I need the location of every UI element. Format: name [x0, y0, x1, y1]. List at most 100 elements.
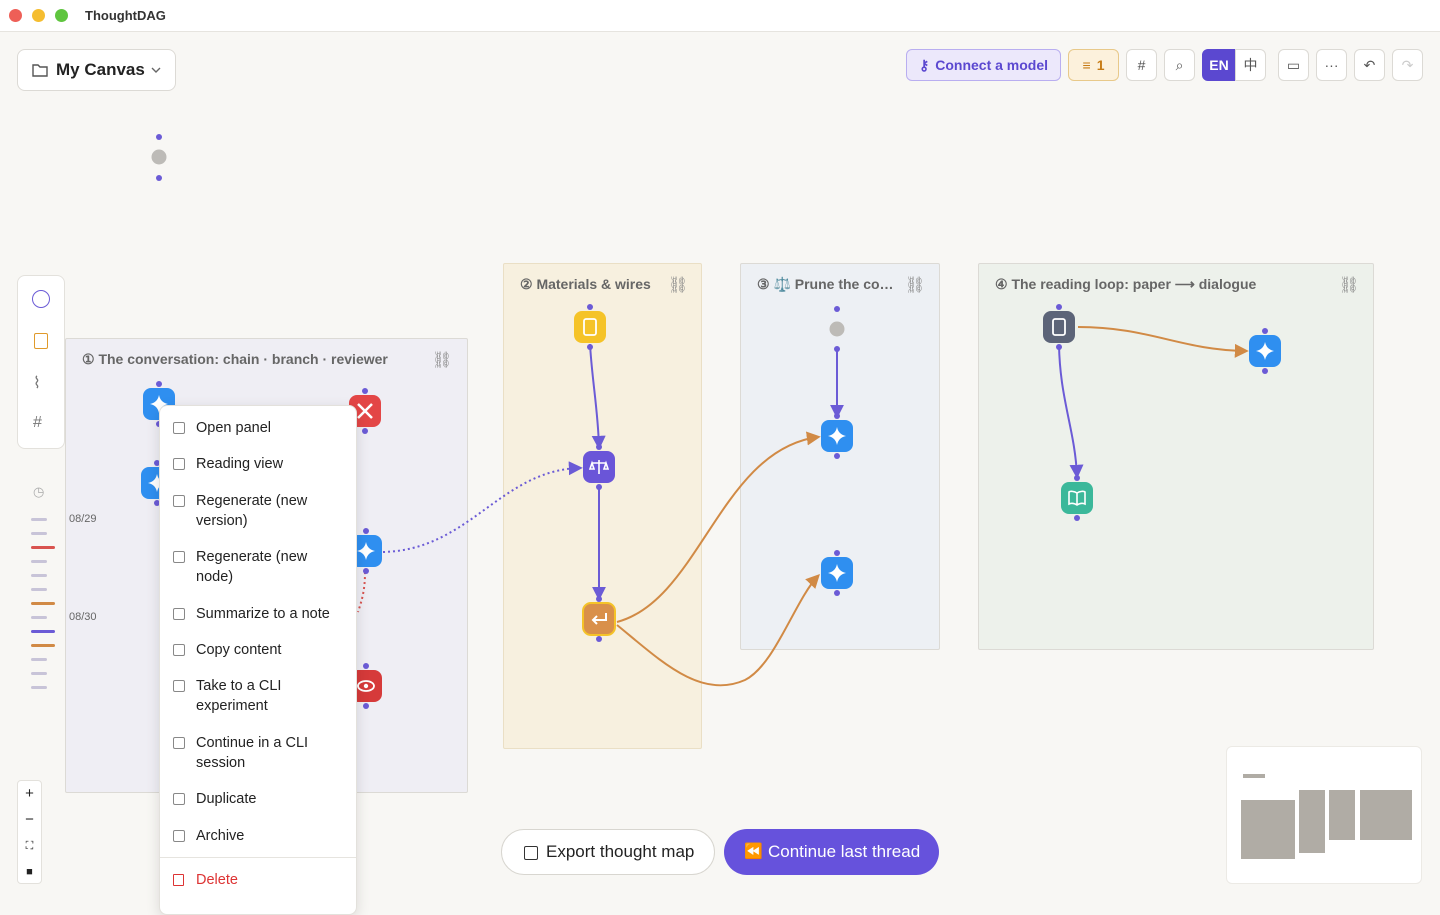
port	[156, 175, 162, 181]
sparkle-icon	[148, 474, 166, 492]
thought-node[interactable]	[1061, 475, 1093, 521]
thought-node[interactable]	[1043, 304, 1075, 350]
note-tool[interactable]	[34, 333, 48, 349]
grid-button[interactable]: #	[1126, 49, 1157, 81]
minimap-block	[1243, 774, 1265, 778]
group-title: ④ The reading loop: paper ⟶ dialogue	[995, 276, 1257, 292]
group-link[interactable]: ⛓	[668, 277, 689, 294]
port	[596, 444, 602, 450]
eye-icon	[357, 680, 375, 692]
minimize-button[interactable]	[32, 9, 45, 22]
zoom-in[interactable]: +	[25, 785, 34, 802]
timeline-mark[interactable]	[31, 644, 55, 647]
timeline-mark[interactable]	[31, 630, 55, 633]
thought-node[interactable]	[574, 304, 606, 350]
continue-label: Continue last thread	[768, 842, 921, 861]
timeline-mark[interactable]	[31, 616, 47, 619]
edge	[616, 573, 820, 687]
open-folder-button[interactable]: ▭	[1278, 49, 1309, 81]
queue-badge[interactable]: ≡ 1	[1068, 49, 1119, 81]
timeline-mark[interactable]	[31, 588, 47, 591]
frame-tool[interactable]: #	[33, 414, 42, 431]
timeline-mark[interactable]	[31, 518, 47, 521]
zoom-out[interactable]: −	[25, 811, 34, 828]
continue-icon: ⏪	[744, 843, 763, 860]
menu-item[interactable]: Summarize to a note	[196, 605, 330, 622]
side-toolbar: ⌇ #	[17, 275, 65, 449]
minimap-block	[1329, 790, 1355, 840]
menu-item[interactable]: Reading view	[196, 456, 284, 473]
lock[interactable]: ■	[26, 866, 33, 878]
timeline-mark[interactable]	[31, 686, 47, 689]
port	[363, 703, 369, 709]
menu-item[interactable]: Regenerate (new version)	[196, 492, 308, 529]
attach-tool[interactable]: ⌇	[33, 375, 41, 392]
group-link[interactable]: ⛓	[432, 352, 453, 369]
lang-en[interactable]: EN	[1202, 49, 1236, 81]
close-button[interactable]	[9, 9, 22, 22]
thought-node[interactable]	[821, 550, 853, 596]
timeline-mark[interactable]	[31, 672, 47, 675]
menu-delete[interactable]: Delete	[196, 872, 238, 888]
doc-icon	[583, 318, 597, 336]
badge-count: 1	[1096, 57, 1105, 73]
thought-node[interactable]	[583, 444, 615, 490]
menu-item[interactable]: Copy content	[196, 641, 282, 658]
thought-node[interactable]	[349, 388, 381, 434]
title-bar: ThoughtDAG	[0, 0, 1440, 32]
undo-button[interactable]: ↶	[1354, 49, 1385, 81]
menu-icon	[173, 829, 185, 842]
group-box: ② Materials & wires ⛓	[503, 263, 702, 749]
timeline-mark[interactable]	[31, 602, 55, 605]
edge	[382, 461, 583, 553]
search-button[interactable]: ⌕	[1164, 49, 1195, 81]
menu-item[interactable]: Open panel	[196, 420, 271, 436]
redo-button[interactable]: ↷	[1392, 49, 1423, 81]
menu-icon	[173, 494, 185, 507]
timeline-mark[interactable]	[31, 560, 47, 563]
menu-item[interactable]: Regenerate (new node)	[196, 549, 308, 586]
menu-item[interactable]: Take to a CLI experiment	[196, 678, 282, 715]
menu-icon	[173, 643, 185, 656]
timeline-mark[interactable]	[31, 532, 47, 535]
thought-node[interactable]	[582, 596, 616, 642]
port	[596, 636, 602, 642]
connect-model-label: Connect a model	[935, 57, 1049, 73]
menu-item[interactable]: Duplicate	[196, 791, 257, 808]
edge	[357, 571, 366, 613]
connect-model-button[interactable]: ⚷ Connect a model	[906, 49, 1061, 81]
group-link[interactable]: ⛓	[905, 277, 926, 294]
lang-zh[interactable]: 中	[1235, 49, 1266, 81]
continue-button[interactable]: ⏪ Continue last thread	[724, 829, 939, 875]
port	[363, 663, 369, 669]
thought-node[interactable]	[1249, 328, 1281, 374]
nodes	[141, 134, 1281, 709]
ask-tool[interactable]	[32, 290, 50, 308]
group-link[interactable]: ⛓	[1339, 277, 1360, 294]
port	[1074, 475, 1080, 481]
export-icon	[524, 846, 538, 860]
canvas-selector[interactable]: My Canvas	[17, 49, 176, 91]
zoom-button[interactable]	[55, 9, 68, 22]
fit-view[interactable]: ⛶	[25, 840, 34, 852]
more-button[interactable]: ···	[1316, 49, 1347, 81]
thought-node[interactable]	[821, 413, 853, 459]
timeline-mark[interactable]	[31, 658, 47, 661]
export-button[interactable]: Export thought map	[501, 829, 715, 875]
timeline-mark[interactable]	[31, 574, 47, 577]
thought-node[interactable]	[350, 528, 382, 574]
delete-icon	[173, 874, 184, 886]
port	[363, 568, 369, 574]
menu-icon	[173, 458, 185, 471]
minimap-block	[1360, 790, 1412, 840]
port	[834, 346, 840, 352]
canvas-name: My Canvas	[56, 60, 145, 79]
menu-item[interactable]: Continue in a CLI session	[196, 734, 309, 771]
timeline-mark[interactable]	[31, 546, 55, 549]
menu-item[interactable]: Archive	[196, 827, 245, 844]
port	[363, 528, 369, 534]
book-icon	[1068, 490, 1086, 506]
thought-node[interactable]	[350, 663, 382, 709]
port	[834, 453, 840, 459]
